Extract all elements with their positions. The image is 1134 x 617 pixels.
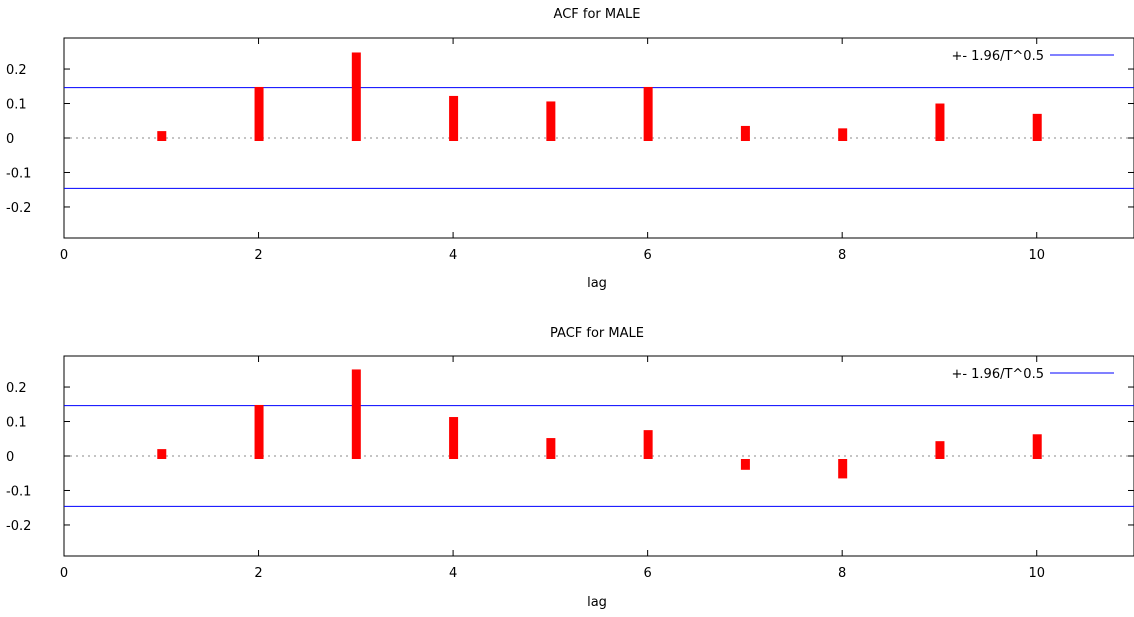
pacf-xtick-label: 2 xyxy=(254,566,262,581)
pacf-ytick-label: 0.2 xyxy=(6,381,27,396)
acf-xtick-label: 6 xyxy=(643,248,651,263)
pacf-ytick-label: 0 xyxy=(6,450,14,465)
pacf-bar-lag-1 xyxy=(157,449,167,459)
pacf-xtick-label: 10 xyxy=(1028,566,1045,581)
pacf-bar-lag-8 xyxy=(838,459,848,479)
acf-bar-lag-6 xyxy=(643,86,653,141)
pacf-xlabel: lag xyxy=(587,595,607,610)
pacf-legend-label: +- 1.96/T^0.5 xyxy=(951,367,1044,382)
acf-bar-lag-7 xyxy=(740,125,750,141)
pacf-panel: PACF for MALE lag +- 1.96/T^0.5 0.2 0.1 0 -… xyxy=(6,326,1134,610)
acf-ytick-label: -0.1 xyxy=(6,166,31,181)
pacf-bar-lag-9 xyxy=(935,441,945,459)
pacf-ytick-label: 0.1 xyxy=(6,416,27,431)
pacf-bar-lag-6 xyxy=(643,430,653,459)
acf-ytick-label: 0 xyxy=(6,132,14,147)
acf-xtick-label: 0 xyxy=(60,248,68,263)
pacf-bar-lag-7 xyxy=(740,459,750,470)
pacf-bar-lag-10 xyxy=(1032,434,1042,459)
acf-bar-lag-5 xyxy=(546,101,556,141)
acf-ytick-label: 0.2 xyxy=(6,63,27,78)
acf-ytick-label: 0.1 xyxy=(6,98,27,113)
pacf-xtick-label: 4 xyxy=(449,566,457,581)
acf-title: ACF for MALE xyxy=(554,7,641,22)
pacf-bar-lag-5 xyxy=(546,438,556,459)
acf-xtick-label: 10 xyxy=(1028,248,1045,263)
acf-bar-lag-4 xyxy=(449,95,459,141)
acf-bar-lag-8 xyxy=(838,128,848,141)
pacf-ytick-label: -0.2 xyxy=(6,519,31,534)
acf-legend-label: +- 1.96/T^0.5 xyxy=(951,49,1044,64)
pacf-bar-lag-4 xyxy=(449,417,459,459)
pacf-ytick-label: -0.1 xyxy=(6,484,31,499)
acf-panel: ACF for MALE lag +- 1.96/T^0.5 0.2 0.1 0 -0… xyxy=(6,7,1134,291)
acf-xtick-label: 2 xyxy=(254,248,262,263)
acf-ytick-label: -0.2 xyxy=(6,201,31,216)
acf-bar-lag-10 xyxy=(1032,113,1042,141)
pacf-title: PACF for MALE xyxy=(550,326,644,341)
acf-xtick-label: 4 xyxy=(449,248,457,263)
acf-xtick-label: 8 xyxy=(838,248,846,263)
acf-bar-lag-3 xyxy=(351,52,361,141)
pacf-xtick-label: 6 xyxy=(643,566,651,581)
acf-xlabel: lag xyxy=(587,276,607,291)
pacf-bar-lag-3 xyxy=(351,369,361,459)
acf-bar-lag-1 xyxy=(157,131,167,141)
pacf-xtick-label: 0 xyxy=(60,566,68,581)
pacf-xtick-label: 8 xyxy=(838,566,846,581)
pacf-bar-lag-2 xyxy=(254,404,264,459)
acf-bar-lag-2 xyxy=(254,86,264,141)
acf-bar-lag-9 xyxy=(935,103,945,141)
